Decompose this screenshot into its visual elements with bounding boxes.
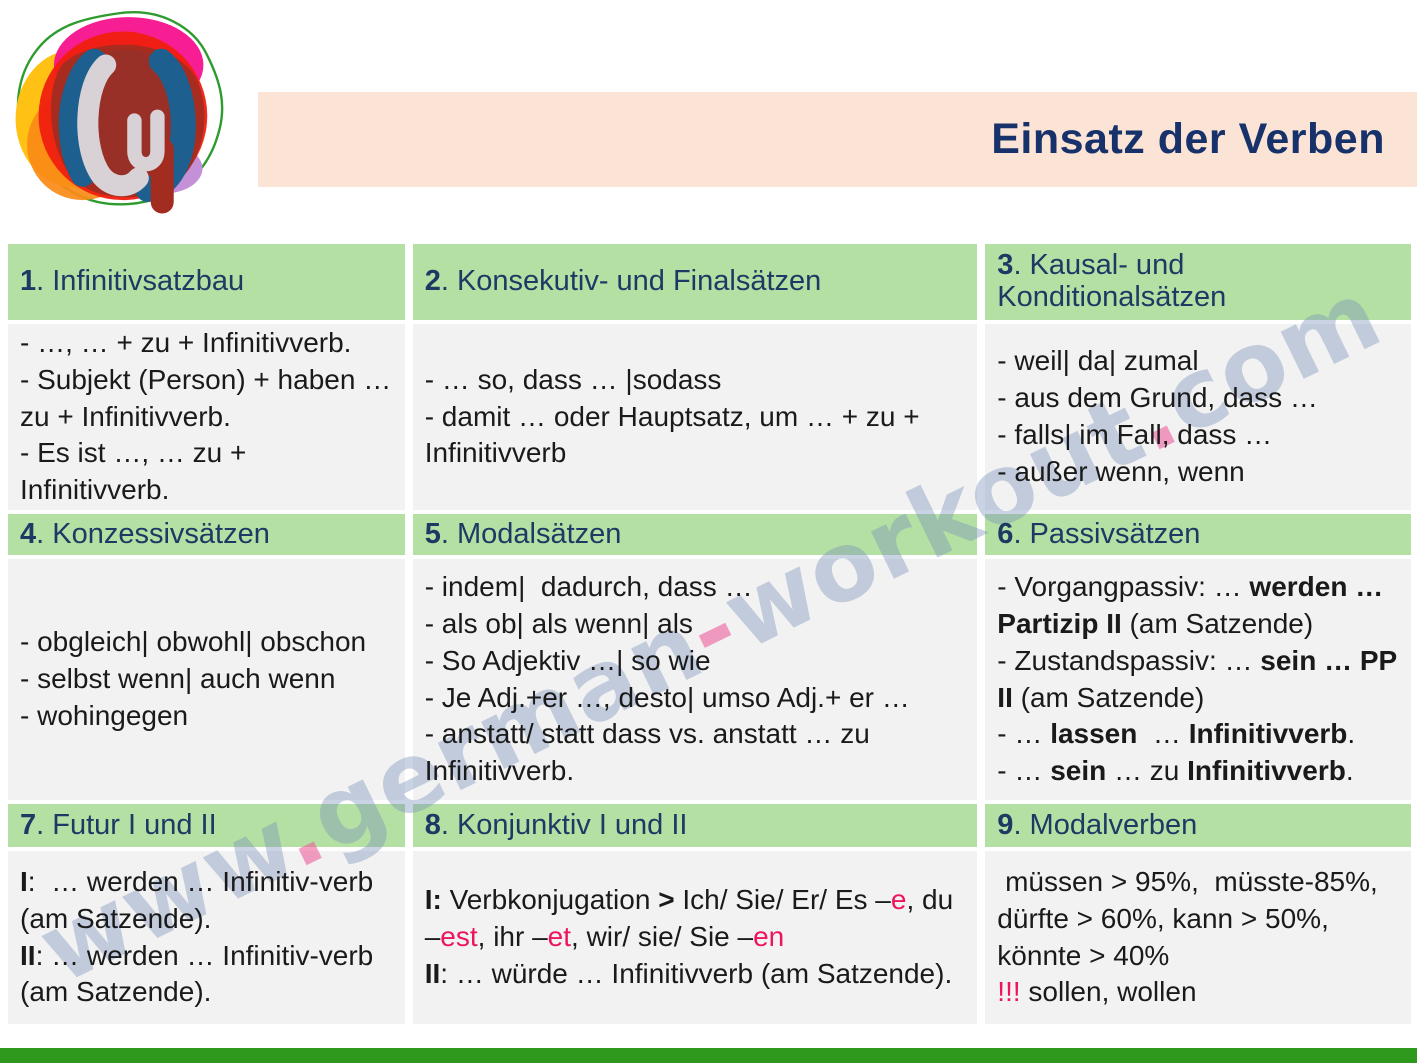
header-label: 8. Konjunktiv I und II — [424, 808, 688, 842]
body-cell-4: - obgleich| obwohl| obschon - selbst wenn… — [8, 559, 405, 800]
page-title: Einsatz der Verben — [991, 115, 1385, 163]
header-title: . Futur I und II — [36, 808, 217, 841]
logo-outline — [16, 11, 224, 206]
header-label: 7. Futur I und II — [20, 808, 217, 842]
cell-line: - So Adjektiv …| so wie — [424, 644, 711, 676]
cell-line: - … lassen … Infinitivverb. — [997, 718, 1356, 750]
grammar-grid: 1. Infinitivsatzbau 2. Konsekutiv- und Fi… — [8, 244, 1411, 1024]
header-title: . Konzessivsätzen — [36, 517, 270, 550]
header-number: 9 — [997, 808, 1014, 841]
body-cell-7: I: … werden … Infinitiv-verb (am Satzend… — [8, 851, 405, 1024]
header-cell-8: 8. Konjunktiv I und II — [412, 804, 978, 847]
header-title: . Konsekutiv- und Finalsätzen — [440, 265, 822, 298]
cell-line: - … sein … zu Infinitivverb. — [997, 755, 1354, 787]
header-number: 1 — [20, 265, 37, 298]
title-banner: Einsatz der Verben — [258, 92, 1417, 187]
cell-line: - wohingegen — [20, 699, 189, 731]
cell-line: - Je Adj.+er …, desto| umso Adj.+ er … — [424, 681, 910, 713]
body-cell-2: - … so, dass … |sodass - damit … oder Hau… — [412, 324, 978, 510]
cell-line: - indem| dadurch, dass … — [424, 570, 753, 602]
cell-line: - … so, dass … |sodass — [424, 363, 722, 395]
header-cell-5: 5. Modalsätzen — [412, 514, 978, 555]
header-cell-4: 4. Konzessivsätzen — [8, 514, 405, 555]
cell-line: - außer wenn, wenn — [997, 455, 1245, 487]
header-label: 9. Modalverben — [997, 808, 1198, 842]
header-title: . Infinitivsatzbau — [36, 265, 245, 298]
cell-line: II: … würde … Infinitivverb (am Satzende… — [424, 957, 953, 989]
bottom-green-bar — [0, 1048, 1417, 1063]
body-cell-1: - …, … + zu + Infinitivverb. - Subjekt (P… — [8, 324, 405, 510]
header-label: 1. Infinitivsatzbau — [20, 265, 245, 298]
header-number: 6 — [997, 517, 1014, 550]
body-cell-9: müssen > 95%, müsste-85%, dürfte > 60%, … — [985, 851, 1411, 1024]
header-label: 6. Passivsätzen — [997, 517, 1201, 551]
header-cell-2: 2. Konsekutiv- und Finalsätzen — [412, 244, 978, 320]
cell-line: - Es ist …, … zu + Infinitivverb. — [20, 437, 255, 506]
cell-line: müssen > 95%, müsste-85%, dürfte > 60%, … — [997, 865, 1386, 971]
grammar-table: 1. Infinitivsatzbau 2. Konsekutiv- und Fi… — [8, 244, 1411, 1024]
cell-line: I: … werden … Infinitiv-verb (am Satzend… — [20, 865, 382, 934]
logo-monogram — [58, 48, 196, 214]
cell-line: - damit … oder Hauptsatz, um … + zu + In… — [424, 400, 928, 469]
cell-line: II: … werden … Infinitiv-verb (am Satzen… — [20, 939, 382, 1008]
header-title: . Kausal- und Konditionalsätzen — [997, 249, 1227, 313]
cell-line: - weil| da| zumal — [997, 345, 1199, 377]
body-cell-6: - Vorgangpassiv: … werden … Partizip II … — [985, 559, 1411, 800]
header-cell-1: 1. Infinitivsatzbau — [8, 244, 405, 320]
cell-line: - …, … + zu + Infinitivverb. — [20, 326, 352, 358]
header-number: 3 — [997, 249, 1014, 282]
cell-line: - Vorgangpassiv: … werden … Partizip II … — [997, 570, 1392, 639]
header-cell-3: 3. Kausal- und Konditionalsätzen — [985, 244, 1411, 320]
header-cell-7: 7. Futur I und II — [8, 804, 405, 847]
header-title: . Konjunktiv I und II — [440, 808, 688, 841]
header-cell-9: 9. Modalverben — [985, 804, 1411, 847]
header-label: 3. Kausal- und Konditionalsätzen — [997, 249, 1399, 314]
body-cell-3: - weil| da| zumal - aus dem Grund, dass …… — [985, 324, 1411, 510]
cell-line: - Zustandspassiv: … sein … PP II (am Sat… — [997, 644, 1405, 713]
cell-line: - selbst wenn| auch wenn — [20, 663, 336, 695]
header-label: 2. Konsekutiv- und Finalsätzen — [424, 265, 822, 298]
header-title: . Passivsätzen — [1013, 517, 1201, 550]
header-label: 5. Modalsätzen — [424, 517, 622, 551]
header-cell-6: 6. Passivsätzen — [985, 514, 1411, 555]
cell-line: - aus dem Grund, dass … — [997, 382, 1318, 414]
header-number: 8 — [424, 808, 441, 841]
cell-line: - obgleich| obwohl| obschon — [20, 626, 367, 658]
cell-line: - anstatt/ statt dass vs. anstatt … zu I… — [424, 718, 878, 787]
header-number: 5 — [424, 517, 441, 550]
cell-line: !!! sollen, wollen — [997, 976, 1197, 1008]
cell-line: - als ob| als wenn| als — [424, 607, 693, 639]
cell-line: I: Verbkonjugation > Ich/ Sie/ Er/ Es –e… — [424, 884, 961, 953]
header-number: 7 — [20, 808, 37, 841]
header-label: 4. Konzessivsätzen — [20, 517, 270, 551]
cell-line: - falls| im Fall, dass … — [997, 419, 1273, 450]
header-title: . Modalsätzen — [440, 517, 622, 550]
header-number: 4 — [20, 517, 37, 550]
header-number: 2 — [424, 265, 441, 298]
header-title: . Modalverben — [1013, 808, 1198, 841]
body-cell-8: I: Verbkonjugation > Ich/ Sie/ Er/ Es –e… — [412, 851, 978, 1024]
body-cell-5: - indem| dadurch, dass … - als ob| als we… — [412, 559, 978, 800]
cell-line: - Subjekt (Person) + haben … zu + Infini… — [20, 363, 399, 432]
brand-logo — [15, 11, 224, 214]
